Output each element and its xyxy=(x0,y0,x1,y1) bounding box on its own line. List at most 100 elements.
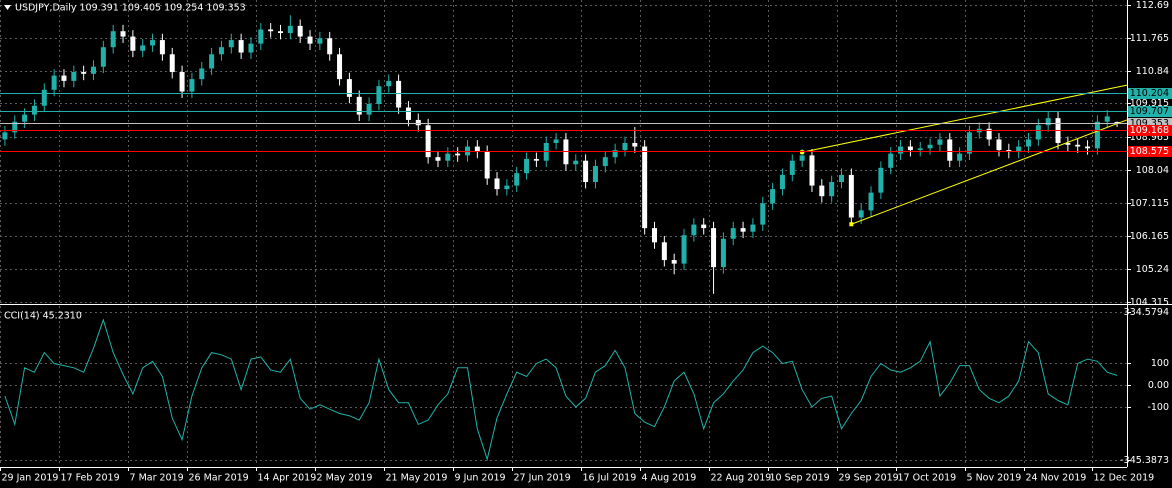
candle-body xyxy=(297,25,303,37)
candle-body xyxy=(179,72,185,92)
candle-body xyxy=(287,25,293,33)
candle-body xyxy=(553,139,559,143)
candle-body xyxy=(445,153,451,161)
candle-body xyxy=(888,153,894,168)
candle-body xyxy=(671,260,677,264)
candle-body xyxy=(1026,139,1031,147)
x-tick-label: 5 Nov 2019 xyxy=(967,473,1022,484)
level-label-box xyxy=(1128,125,1172,136)
candle-body xyxy=(120,31,126,37)
candle-body xyxy=(41,89,47,106)
candle-body xyxy=(1016,146,1022,152)
candle-body xyxy=(947,139,953,161)
candle-body xyxy=(996,139,1002,151)
candle-body xyxy=(1114,122,1120,124)
candle-body xyxy=(386,80,392,87)
x-tick-label: 22 Aug 2019 xyxy=(711,473,772,484)
level-label: 109.707 xyxy=(1130,106,1169,117)
candle-body xyxy=(898,146,904,154)
level-label-box xyxy=(1128,146,1172,157)
candle-body xyxy=(238,40,244,53)
candle-body xyxy=(169,54,175,73)
trend-line xyxy=(802,84,1128,153)
candle-body xyxy=(366,103,372,115)
y-tick-label: 334.5794 xyxy=(1124,307,1169,318)
y-tick-label: 109.915 xyxy=(1130,98,1169,109)
x-tick-label: 10 Sep 2019 xyxy=(770,473,830,484)
candle-body xyxy=(405,107,411,120)
candle-body xyxy=(159,40,165,55)
candle-body xyxy=(592,166,598,183)
candle-body xyxy=(1006,150,1012,152)
x-tick-label: 26 Mar 2019 xyxy=(189,473,249,484)
cci-line xyxy=(4,318,1118,462)
candle-body xyxy=(750,224,756,232)
y-tick-label: -345.3873 xyxy=(1120,455,1169,466)
candle-body xyxy=(22,114,28,122)
candle-body xyxy=(61,75,67,81)
candle-body xyxy=(396,80,402,108)
candle-body xyxy=(602,157,608,167)
candle-body xyxy=(327,38,333,55)
level-label-box xyxy=(1128,88,1172,99)
candle-body xyxy=(12,121,18,133)
candle-body xyxy=(691,224,697,236)
candle-body xyxy=(986,128,992,140)
y-tick-label: 100 xyxy=(1151,358,1169,369)
candle-body xyxy=(474,146,480,152)
candle-body xyxy=(31,105,37,115)
candle-body xyxy=(425,125,431,158)
candle-body xyxy=(455,153,461,156)
y-tick-label: 0.00 xyxy=(1148,380,1169,391)
y-tick-label: 106.165 xyxy=(1130,231,1169,242)
candle-body xyxy=(957,153,963,161)
candle-body xyxy=(642,146,648,229)
candle-body xyxy=(337,54,343,80)
candle-body xyxy=(720,238,726,268)
level-label: 109.353 xyxy=(1130,118,1169,129)
candle-body xyxy=(927,144,933,149)
candle-body xyxy=(504,185,510,190)
candle-body xyxy=(307,36,313,44)
candle-body xyxy=(494,178,500,190)
candle-body xyxy=(799,155,805,161)
indicator-title: CCI(14) 45.2310 xyxy=(4,311,82,322)
candle-body xyxy=(583,160,589,183)
x-tick-label: 12 Dec 2019 xyxy=(1094,473,1155,484)
candle-body xyxy=(760,203,766,225)
candle-body xyxy=(937,139,943,145)
candle-body xyxy=(199,68,205,80)
candle-body xyxy=(652,228,657,243)
symbol-menu-icon[interactable] xyxy=(4,5,11,10)
x-tick-label: 29 Sep 2019 xyxy=(839,473,899,484)
x-tick-label: 29 Jan 2019 xyxy=(2,473,59,484)
candle-body xyxy=(248,43,254,53)
candle-body xyxy=(839,174,844,183)
candle-body xyxy=(701,224,707,229)
candle-body xyxy=(91,66,96,74)
candle-body xyxy=(1045,118,1051,126)
candle-body xyxy=(228,40,234,48)
candle-body xyxy=(150,40,156,46)
level-label: 109.168 xyxy=(1130,125,1169,136)
level-label: 110.204 xyxy=(1130,88,1169,99)
x-tick-label: 9 Jun 2019 xyxy=(455,473,506,484)
candle-body xyxy=(730,228,736,239)
candle-body xyxy=(465,146,470,156)
y-tick-label: -100 xyxy=(1147,402,1169,413)
candle-body xyxy=(917,148,923,151)
candle-body xyxy=(533,158,539,161)
candle-body xyxy=(376,86,382,104)
candle-body xyxy=(573,160,579,165)
candle-body xyxy=(779,174,785,190)
candle-body xyxy=(130,36,136,51)
y-tick-label: 107.115 xyxy=(1130,198,1169,209)
candle-body xyxy=(356,96,362,115)
candle-body xyxy=(1035,125,1041,140)
candle-body xyxy=(740,228,746,232)
candle-body xyxy=(907,146,913,151)
x-tick-label: 17 Feb 2019 xyxy=(61,473,120,484)
candle-body xyxy=(809,155,815,186)
candle-body xyxy=(71,72,77,81)
candle-body xyxy=(258,29,264,44)
